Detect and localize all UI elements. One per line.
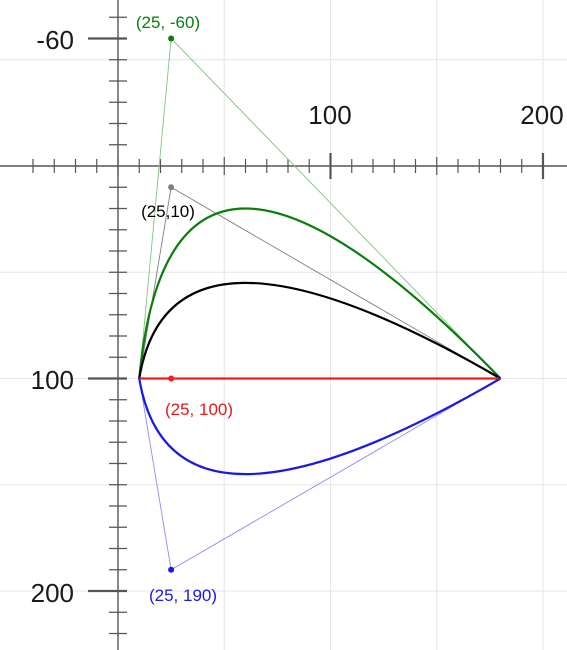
bezier-curve-blue (138, 377, 502, 476)
control-point-red (168, 375, 175, 382)
bezier-curve-gray (138, 281, 502, 380)
x-tick-label-100: 100 (308, 100, 351, 130)
control-point-gray (168, 184, 175, 191)
y-tick-label-200: 200 (31, 578, 74, 608)
control-label-green: (25, -60) (136, 13, 200, 32)
x-tick-label-200: 200 (520, 100, 563, 130)
tick-labels: 100 200 -60 100 200 (31, 25, 564, 608)
y-tick-label-100: 100 (31, 365, 74, 395)
curves (138, 35, 502, 573)
control-label-blue: (25, 190) (149, 586, 217, 605)
y-tick-label-neg60: -60 (36, 25, 74, 55)
control-point-blue (168, 566, 175, 573)
control-label-gray: (25,10) (141, 202, 195, 221)
control-label-red: (25, 100) (165, 400, 233, 419)
control-point-green (168, 35, 175, 42)
point-labels: (25, -60) (25,10) (25, 100) (25, 190) (136, 13, 233, 605)
bezier-curve-green (138, 207, 502, 380)
